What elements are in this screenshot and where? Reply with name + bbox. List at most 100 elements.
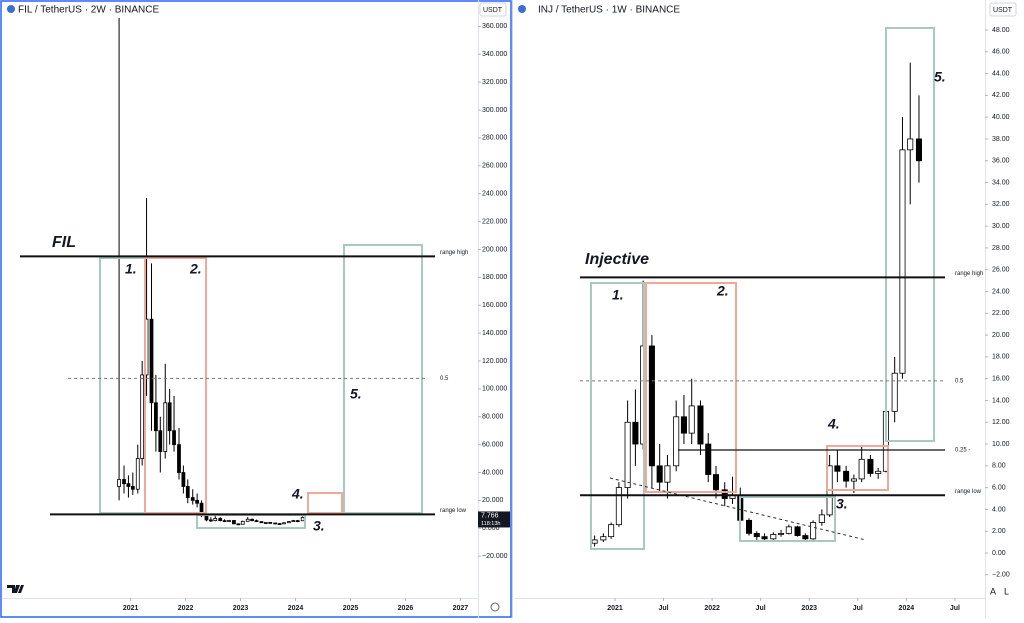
candle-body xyxy=(245,518,250,522)
y-tick-label: 18.00 xyxy=(992,354,1010,361)
candle-body xyxy=(273,522,278,525)
y-tick-label: 24.00 xyxy=(992,288,1010,295)
candle-body xyxy=(648,345,655,467)
annotation-label: 3. xyxy=(313,518,325,534)
candle-body xyxy=(850,478,857,482)
candle-body xyxy=(673,416,680,467)
y-tick-label: 26.00 xyxy=(992,267,1010,274)
candle-body xyxy=(163,402,168,453)
level-label: range low xyxy=(955,489,982,495)
candle-body xyxy=(277,523,282,525)
chart-label: FIL xyxy=(52,234,76,251)
candle-body xyxy=(802,535,809,540)
candle-body xyxy=(858,458,865,480)
candle-body xyxy=(761,536,768,540)
y-tick-label: −20.000 xyxy=(482,553,508,560)
level-label: range low xyxy=(440,508,467,514)
candle-body xyxy=(250,518,254,522)
currency-label: USDT xyxy=(483,7,503,14)
y-tick-label: 0.000 xyxy=(482,525,500,532)
trend-line xyxy=(609,477,867,541)
candle-body xyxy=(218,518,223,522)
y-tick-label: 30.00 xyxy=(992,223,1010,230)
y-tick-label: 6.00 xyxy=(992,484,1006,491)
x-tick-label: 2021 xyxy=(123,605,139,612)
y-tick-label: 20.00 xyxy=(992,332,1010,339)
y-tick-label: 46.00 xyxy=(992,49,1010,56)
x-tick-label: 2022 xyxy=(178,605,194,612)
candle-body xyxy=(300,517,305,522)
x-tick-label: 2022 xyxy=(704,605,720,612)
candle-body xyxy=(867,458,874,474)
candle-body xyxy=(222,520,227,523)
candle-body xyxy=(167,402,172,432)
candle-body xyxy=(907,138,914,151)
candle-body xyxy=(140,374,145,459)
candle-body xyxy=(794,526,801,536)
plot-area xyxy=(117,18,305,526)
y-tick-label: 8.00 xyxy=(992,463,1006,470)
candle-body xyxy=(834,465,841,472)
countdown-label: 118:13h xyxy=(481,521,500,527)
x-tick-label: 2024 xyxy=(288,605,304,612)
annotation-label: 5. xyxy=(350,386,362,402)
candle-body xyxy=(632,421,639,445)
candle-body xyxy=(785,526,792,534)
candle-body xyxy=(177,444,181,473)
last-price-label: 7.766 xyxy=(481,512,499,519)
currency-button[interactable] xyxy=(479,2,507,17)
candle-body xyxy=(181,472,186,487)
candle-body xyxy=(891,372,898,412)
candle-body xyxy=(195,500,200,504)
candle-body xyxy=(154,402,158,432)
annotation-label: 3. xyxy=(836,496,848,512)
log-scale-button[interactable]: L xyxy=(1004,586,1009,596)
settings-icon[interactable] xyxy=(490,602,500,612)
annotation-box xyxy=(645,282,737,493)
candle-body xyxy=(190,497,195,501)
annotation-box xyxy=(307,492,343,514)
candle-body xyxy=(875,470,882,474)
candle-body xyxy=(240,520,245,525)
candle-body xyxy=(664,465,671,483)
candle-body xyxy=(117,479,121,487)
candle-body xyxy=(295,520,300,523)
y-tick-label: 40.00 xyxy=(992,114,1010,121)
candle-body xyxy=(915,138,922,162)
y-tick-label: 2.00 xyxy=(992,528,1006,535)
candle-body xyxy=(254,520,259,523)
level-label: range high xyxy=(440,250,468,256)
y-tick-label: 240.000 xyxy=(482,191,507,198)
candle-body xyxy=(282,522,286,525)
candle-body xyxy=(753,532,760,538)
y-tick-label: 20.000 xyxy=(482,497,504,504)
currency-button[interactable] xyxy=(989,2,1017,17)
y-tick-label: 60.000 xyxy=(482,441,504,448)
y-tick-label: 22.00 xyxy=(992,310,1010,317)
candle-body xyxy=(721,489,728,499)
annotation-label: 5. xyxy=(934,69,946,85)
y-tick-label: 360.000 xyxy=(482,23,507,30)
y-tick-label: 340.000 xyxy=(482,51,507,58)
x-tick-label: 2025 xyxy=(343,605,359,612)
candle-body xyxy=(259,521,264,524)
x-tick-label: Jul xyxy=(756,605,766,612)
annotation-box xyxy=(826,445,889,491)
auto-scale-button[interactable]: A xyxy=(990,586,996,596)
y-tick-label: 10.00 xyxy=(992,441,1010,448)
level-label: 0.25 - xyxy=(955,448,970,454)
last-price-tag xyxy=(478,511,510,528)
candle-body xyxy=(600,536,607,541)
x-tick-label: 2027 xyxy=(453,605,469,612)
candle-body xyxy=(135,458,140,490)
y-tick-label: 320.000 xyxy=(482,79,507,86)
annotation-label: 2. xyxy=(716,283,729,299)
y-tick-label: 200.000 xyxy=(482,246,507,253)
y-tick-label: 300.000 xyxy=(482,107,507,114)
candle-body xyxy=(770,534,777,540)
candle-body xyxy=(688,405,695,434)
annotation-label: 2. xyxy=(189,261,202,277)
candle-body xyxy=(745,519,753,534)
candle-body xyxy=(208,519,213,522)
